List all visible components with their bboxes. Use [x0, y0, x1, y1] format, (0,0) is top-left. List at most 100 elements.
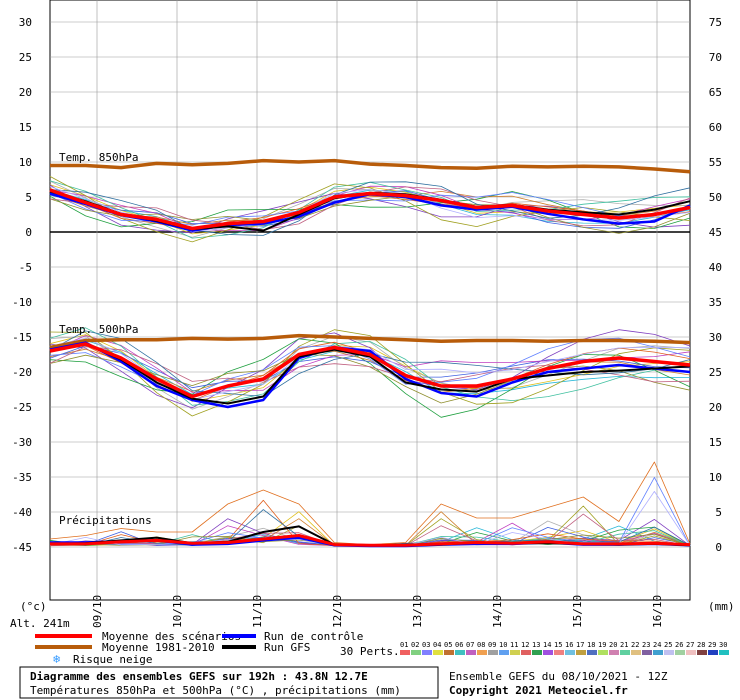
x-tick-date: 16/10 — [651, 595, 664, 628]
y-tick-left: 30 — [19, 16, 32, 29]
pert-swatch — [719, 650, 729, 655]
pert-swatch — [631, 650, 641, 655]
pert-swatch — [521, 650, 531, 655]
perturbation-legend: 01 02 03 04 05 06 07 08 09 10 11 12 13 14 15 16 17 18 19 20… — [400, 641, 729, 655]
y-tick-left: 15 — [19, 121, 32, 134]
pert-swatch — [532, 650, 542, 655]
y-tick-left: 25 — [19, 51, 32, 64]
y-tick-right: 25 — [709, 366, 722, 379]
pert-number: 09 — [488, 641, 496, 649]
pert-swatch — [664, 650, 674, 655]
pert-number: 11 — [510, 641, 518, 649]
y-tick-right: 35 — [709, 296, 722, 309]
panel-label-t500: Temp. 500hPa — [59, 323, 138, 336]
y-tick-left: 10 — [19, 156, 32, 169]
x-tick-date: 14/10 — [491, 595, 504, 628]
pert-number: 23 — [642, 641, 650, 649]
pert-number: 17 — [576, 641, 584, 649]
pert-number: 25 — [664, 641, 672, 649]
pert-number: 03 — [422, 641, 430, 649]
pert-number: 16 — [565, 641, 573, 649]
pert-swatch — [499, 650, 509, 655]
pert-number: 06 — [455, 641, 463, 649]
pert-number: 07 — [466, 641, 474, 649]
pert-number: 18 — [587, 641, 595, 649]
x-tick-date: 10/10 — [171, 595, 184, 628]
y-tick-left: -40 — [12, 506, 32, 519]
t500-mean-line — [49, 342, 691, 399]
pert-number: 24 — [653, 641, 661, 649]
pert-number: 01 — [400, 641, 408, 649]
legend: Moyenne des scénarios Moyenne 1981-2010 … — [35, 630, 729, 666]
pert-number: 22 — [631, 641, 639, 649]
y-tick-right: 10 — [709, 471, 722, 484]
pert-swatch — [400, 650, 410, 655]
y-tick-left: 5 — [25, 191, 32, 204]
t850-climate-line — [50, 158, 691, 174]
pert-swatch — [488, 650, 498, 655]
main-series — [49, 158, 691, 548]
x-tick-date: 09/10 — [91, 595, 104, 628]
pert-swatch — [620, 650, 630, 655]
legend-snow: Risque neige — [73, 653, 152, 666]
y-tick-right: 65 — [709, 86, 722, 99]
y-tick-left: -5 — [19, 261, 32, 274]
snowflake-icon: ❄ — [53, 652, 60, 666]
pert-swatch — [708, 650, 718, 655]
pert-number: 12 — [521, 641, 529, 649]
t500-control-line — [49, 341, 691, 409]
y-tick-right: 5 — [715, 506, 722, 519]
pert-swatch — [598, 650, 608, 655]
y-tick-right: 75 — [709, 16, 722, 29]
pert-number: 15 — [554, 641, 562, 649]
footer-run: Ensemble GEFS du 08/10/2021 - 12Z — [449, 670, 668, 683]
y-tick-left: -45 — [12, 541, 32, 554]
pert-swatch — [565, 650, 575, 655]
pert-swatch — [576, 650, 586, 655]
y-tick-left: 20 — [19, 86, 32, 99]
pert-swatch — [466, 650, 476, 655]
pert-swatch — [510, 650, 520, 655]
y-tick-right: 45 — [709, 226, 722, 239]
x-tick-date: 13/10 — [411, 595, 424, 628]
precip-mean-line — [50, 534, 691, 547]
panel-label-precip: Précipitations — [59, 514, 152, 527]
pert-swatch — [686, 650, 696, 655]
pert-number: 21 — [620, 641, 628, 649]
y-tick-left: -30 — [12, 436, 32, 449]
pert-swatch — [675, 650, 685, 655]
pert-number: 30 — [719, 641, 727, 649]
x-tick-date: 11/10 — [251, 595, 264, 628]
y-tick-left: -25 — [12, 401, 32, 414]
panel-label-t850: Temp. 850hPa — [59, 151, 138, 164]
y-tick-right: 70 — [709, 51, 722, 64]
pert-number: 05 — [444, 641, 452, 649]
t500-gfs-line — [49, 343, 691, 405]
pert-number: 08 — [477, 641, 485, 649]
footer-copyright: Copyright 2021 Meteociel.fr — [449, 684, 628, 697]
legend-climate: Moyenne 1981-2010 — [102, 641, 215, 654]
y-tick-right: 55 — [709, 156, 722, 169]
member-line-t500 — [49, 329, 691, 417]
pert-swatch — [697, 650, 707, 655]
pert-number: 26 — [675, 641, 683, 649]
footer-subtitle: Températures 850hPa et 500hPa (°C) , pré… — [30, 684, 401, 697]
footer-title-box — [19, 666, 439, 699]
member-line-t850 — [49, 195, 691, 234]
y-tick-right: 50 — [709, 191, 722, 204]
y-tick-left: -35 — [12, 471, 32, 484]
left-axis: 30 25 20 15 10 5 0 -5 -10 -15 -20 -25 -30 -35 -40 -45 — [12, 16, 32, 554]
unit-left: (°c) — [20, 600, 47, 613]
y-tick-left: -15 — [12, 331, 32, 344]
pert-swatch — [477, 650, 487, 655]
pert-swatch — [543, 650, 553, 655]
y-tick-right: 0 — [715, 541, 722, 554]
pert-number: 04 — [433, 641, 441, 649]
x-tick-date: 15/10 — [571, 595, 584, 628]
y-tick-right: 40 — [709, 261, 722, 274]
y-tick-right: 15 — [709, 436, 722, 449]
t850-mean-line — [49, 188, 691, 231]
plot-frame — [49, 0, 691, 601]
pert-number: 02 — [411, 641, 419, 649]
